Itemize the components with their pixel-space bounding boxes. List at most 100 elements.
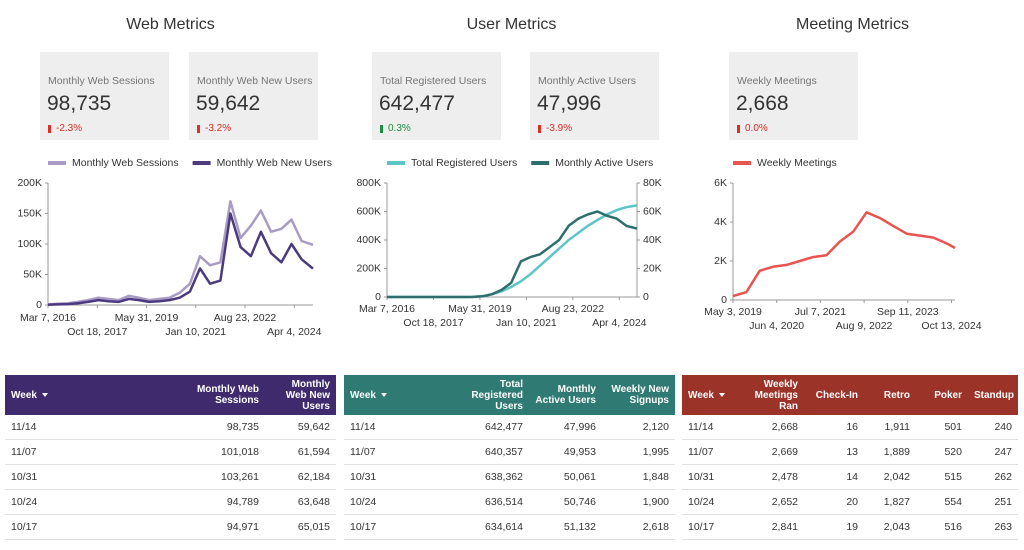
legend-label[interactable]: Total Registered Users xyxy=(411,157,517,169)
kpi-delta: -2.3% xyxy=(56,123,83,134)
table-row: 11/07 2,669 13 1,889 520 247 xyxy=(682,439,1018,465)
column-header[interactable]: Weekly Meetings Ran xyxy=(744,375,804,415)
table-cell: 20 xyxy=(804,489,864,515)
table-cell: 2,042 xyxy=(864,464,916,490)
legend-label[interactable]: Monthly Web Sessions xyxy=(72,157,179,169)
table-cell: 11/07 xyxy=(344,439,459,465)
column-header[interactable]: Week xyxy=(344,375,459,415)
table-cell: 59,642 xyxy=(265,415,336,440)
table-cell: 16 xyxy=(804,415,864,440)
series-line xyxy=(732,211,956,298)
x-tick-label: Apr 4, 2024 xyxy=(592,317,646,329)
y-tick-label: 4K xyxy=(714,216,727,228)
column-header[interactable]: Total Registered Users xyxy=(459,375,529,415)
section-heading: Web Metrics xyxy=(126,16,215,33)
table-cell: 63,648 xyxy=(265,489,336,515)
x-tick-label: Oct 13, 2024 xyxy=(921,320,981,332)
kpi-value: 642,477 xyxy=(379,92,455,115)
x-tick-label: Aug 23, 2022 xyxy=(214,312,277,324)
column-header[interactable]: Check-In xyxy=(804,375,864,415)
column-header[interactable]: Poker xyxy=(916,375,968,415)
y-tick-label: 6K xyxy=(714,177,727,189)
table-cell: 247 xyxy=(968,439,1018,465)
y-tick-label: 100K xyxy=(17,238,42,250)
table-cell: 2,478 xyxy=(744,464,804,490)
kpi-card: Monthly Active Users 47,996 -3.9% xyxy=(530,52,659,140)
table-cell: 49,953 xyxy=(529,439,602,465)
x-tick-label: Aug 23, 2022 xyxy=(542,303,605,315)
x-tick-label: Jul 7, 2021 xyxy=(795,306,847,318)
column-header[interactable]: Monthly Active Users xyxy=(529,375,602,415)
y-tick-label: 0 xyxy=(36,299,42,311)
table-cell: 11/14 xyxy=(344,415,459,440)
header-row: Week Total Registered Users Monthly Active… xyxy=(344,375,675,415)
table-cell: 554 xyxy=(916,489,968,515)
table-cell: 501 xyxy=(916,415,968,440)
header-text: Poker xyxy=(934,389,962,401)
kpi-delta: 0.3% xyxy=(388,123,411,134)
x-tick-label: Jun 4, 2020 xyxy=(749,320,804,332)
section-heading: Meeting Metrics xyxy=(796,16,909,33)
table-row: 10/17 2,841 19 2,043 516 263 xyxy=(682,514,1018,540)
y-tick-label: 800K xyxy=(356,177,381,189)
sort-icon xyxy=(718,392,725,397)
kpi-delta: -3.9% xyxy=(546,123,573,134)
column-header[interactable]: Standup xyxy=(968,375,1018,415)
table-cell: 2,668 xyxy=(744,415,804,440)
table-row: 10/24 94,789 63,648 xyxy=(5,489,336,515)
kpi-value: 47,996 xyxy=(537,92,602,115)
table-cell: 516 xyxy=(916,514,968,540)
table-cell: 11/07 xyxy=(682,439,744,465)
table-cell: 101,018 xyxy=(190,439,265,465)
legend-label[interactable]: Weekly Meetings xyxy=(757,157,837,169)
y-tick-label: 0 xyxy=(721,294,727,306)
table-cell: 11/14 xyxy=(5,415,190,440)
table-cell: 1,827 xyxy=(864,489,916,515)
kpi-card: Weekly Meetings 2,668 0.0% xyxy=(729,52,858,140)
table-cell: 515 xyxy=(916,464,968,490)
header-text: Monthly Active Users xyxy=(535,384,596,406)
table-cell: 1,889 xyxy=(864,439,916,465)
table-cell: 520 xyxy=(916,439,968,465)
table-cell: 103,261 xyxy=(190,464,265,490)
trend-arrow xyxy=(538,125,541,133)
column-header[interactable]: Week xyxy=(682,375,744,415)
table-cell: 251 xyxy=(968,489,1018,515)
header-text: Week xyxy=(350,389,376,401)
table-cell: 240 xyxy=(968,415,1018,440)
table-cell: 2,669 xyxy=(744,439,804,465)
table-cell: 634,614 xyxy=(459,514,529,540)
table-cell: 642,477 xyxy=(459,415,529,440)
trend-arrow xyxy=(48,125,51,133)
x-tick-label: Mar 7, 2016 xyxy=(20,312,76,324)
column-header[interactable]: Monthly Web Sessions xyxy=(190,375,265,415)
y-tick-label: 600K xyxy=(356,205,381,217)
table-cell: 65,015 xyxy=(265,514,336,540)
table-cell: 10/17 xyxy=(5,514,190,540)
y2-tick-label: 20K xyxy=(643,262,662,274)
x-tick-label: May 31, 2019 xyxy=(115,312,179,324)
table-cell: 2,043 xyxy=(864,514,916,540)
column-header[interactable]: Weekly New Signups xyxy=(602,375,675,415)
table-cell: 47,996 xyxy=(529,415,602,440)
header-text: Total Registered Users xyxy=(471,378,523,412)
x-tick-label: May 3, 2019 xyxy=(704,306,762,318)
header-text: Monthly Web New Users xyxy=(285,378,330,412)
y-tick-label: 150K xyxy=(17,207,42,219)
table-cell: 2,652 xyxy=(744,489,804,515)
y2-tick-label: 0 xyxy=(643,291,649,303)
column-header[interactable]: Retro xyxy=(864,375,916,415)
legend-label[interactable]: Monthly Active Users xyxy=(555,157,653,169)
table-row: 10/24 2,652 20 1,827 554 251 xyxy=(682,489,1018,515)
x-tick-label: Mar 7, 2016 xyxy=(359,303,415,315)
table-cell: 19 xyxy=(804,514,864,540)
kpi-title: Weekly Meetings xyxy=(737,75,817,87)
table-cell: 50,061 xyxy=(529,464,602,490)
x-tick-label: Jan 10, 2021 xyxy=(165,326,226,338)
header-text: Week xyxy=(11,389,37,401)
kpi-title: Total Registered Users xyxy=(380,75,487,87)
legend-label[interactable]: Monthly Web New Users xyxy=(217,157,332,169)
column-header[interactable]: Monthly Web New Users xyxy=(265,375,336,415)
column-header[interactable]: Week xyxy=(5,375,190,415)
table-cell: 638,362 xyxy=(459,464,529,490)
